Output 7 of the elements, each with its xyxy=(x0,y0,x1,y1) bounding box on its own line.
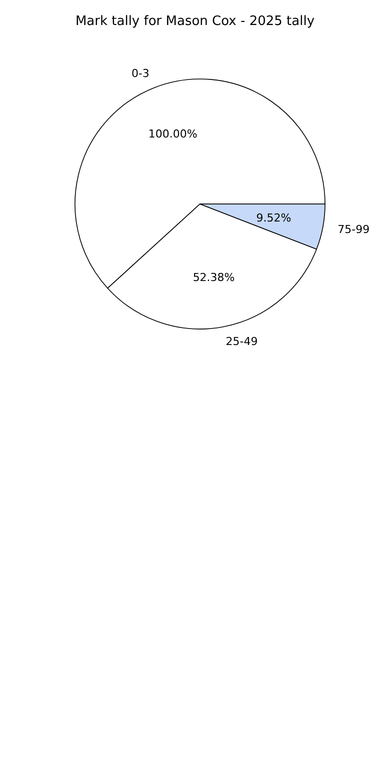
data-label: 52.38% xyxy=(192,271,235,284)
slice-label: 75-99 xyxy=(338,223,370,236)
data-label: 9.52% xyxy=(256,211,292,224)
slice-label: 25-49 xyxy=(226,335,258,348)
slice-label: 0-3 xyxy=(131,66,150,80)
data-label: 100.00% xyxy=(148,128,198,141)
chart-title: Mark tally for Mason Cox - 2025 tally xyxy=(74,14,316,31)
